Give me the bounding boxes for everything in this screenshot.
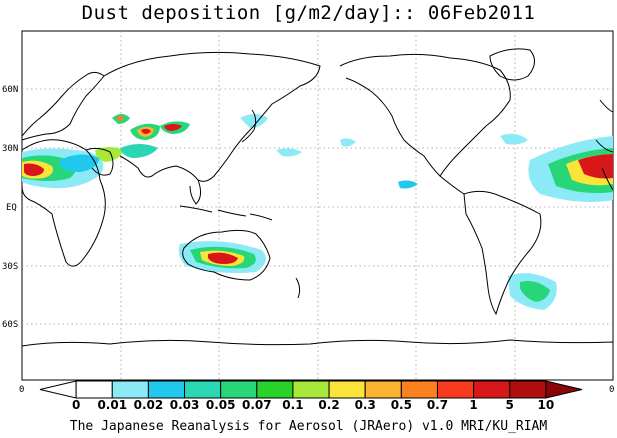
colorbar-swatch: [256, 380, 294, 399]
colorbar-label: 0.2: [318, 398, 339, 412]
coastlines: [21, 48, 614, 347]
colorbar-label: 5: [506, 398, 514, 412]
map-panel: [21, 30, 614, 381]
lat-label-eq: EQ: [6, 203, 17, 213]
colorbar-swatch: [184, 380, 222, 399]
colorbar-swatch: [364, 380, 402, 399]
map-title: Dust deposition [g/m2/day]:: 06Feb2011: [81, 2, 536, 24]
map-caption: The Japanese Reanalysis for Aerosol (JRA…: [69, 419, 548, 434]
colorbar-label: 0.7: [427, 398, 448, 412]
colorbar-swatch: [328, 380, 366, 399]
lat-label-30s: 30S: [2, 262, 18, 272]
colorbar-swatch: [473, 380, 511, 399]
colorbar-swatch: [111, 380, 149, 399]
colorbar-swatch: [509, 380, 547, 399]
colorbar-arrow-high: [545, 380, 583, 399]
colorbar-label: 10: [538, 398, 555, 412]
colorbar-label: 0.5: [391, 398, 412, 412]
colorbar-label: 0.03: [170, 398, 200, 412]
lat-label-30n: 30N: [2, 144, 18, 154]
colorbar-arrow-low: [39, 380, 77, 399]
colorbar-label: 0.3: [355, 398, 376, 412]
colorbar-label: 0.05: [206, 398, 236, 412]
colorbar-label: 0.1: [282, 398, 303, 412]
colorbar-label: 0.01: [97, 398, 127, 412]
colorbar-swatch: [220, 380, 258, 399]
colorbar-swatch: [436, 380, 475, 399]
colorbar-swatch: [400, 380, 438, 399]
colorbar: 0 0.01 0.02 0.03 0.05 0.07 0.1 0.2 0.3 0.5 0.7 1 5 10…: [19, 380, 614, 412]
colorbar-swatch: [147, 380, 186, 399]
colorbar-swatch: [75, 380, 113, 399]
colorbar-label: 0.07: [242, 398, 272, 412]
lat-label-60s: 60S: [2, 320, 18, 330]
dust-shading: [22, 114, 613, 310]
colorbar-label: 0.02: [134, 398, 164, 412]
lon-label-right: 0: [609, 385, 614, 395]
lon-label-left: 0: [19, 385, 24, 395]
colorbar-label: 0: [72, 398, 80, 412]
lat-label-60n: 60N: [2, 85, 18, 95]
colorbar-swatch: [292, 380, 330, 399]
colorbar-label: 1: [469, 398, 477, 412]
